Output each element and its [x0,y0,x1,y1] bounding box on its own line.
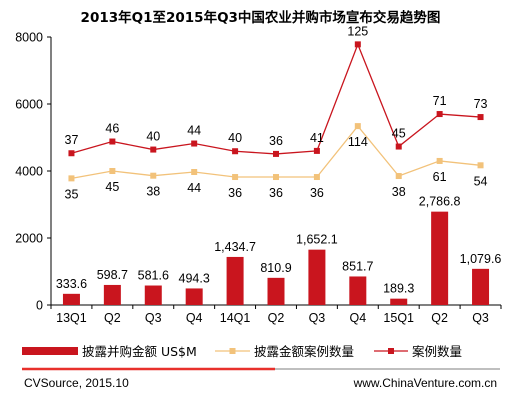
cases-marker [354,41,361,48]
amount-cases-value-label: 61 [433,170,447,184]
y-tick-label: 6000 [15,98,43,112]
cases-value-label: 41 [310,131,324,145]
amount-cases-marker [354,123,361,130]
cases-marker [191,140,198,147]
amount-cases-marker [395,173,402,180]
cases-value-label: 36 [269,134,283,148]
x-tick-label: 15Q1 [383,311,414,325]
amount-cases-marker [313,174,320,181]
amount-cases-value-label: 36 [269,186,283,200]
bar-value-label: 1,434.7 [214,240,256,254]
cases-value-label: 73 [474,97,488,111]
bar-value-label: 598.7 [97,268,128,282]
cases-value-label: 40 [228,131,242,145]
cases-marker [313,147,320,154]
x-tick-label: Q2 [104,311,121,325]
x-tick-label: Q4 [186,311,203,325]
cases-value-label: 46 [105,122,119,136]
amount-cases-marker [150,172,157,179]
bar [226,256,244,305]
amount-cases-value-label: 45 [105,180,119,194]
cases-value-label: 37 [65,133,79,147]
amount-cases-value-label: 35 [65,187,79,201]
cases-marker [232,148,239,155]
cases-marker [109,138,116,145]
bar-value-label: 581.6 [138,269,169,283]
bar-value-label: 189.3 [383,282,414,296]
cases-marker [68,150,75,157]
cases-marker [273,150,279,157]
cases-value-label: 40 [146,130,160,144]
amount-cases-value-label: 54 [474,174,488,188]
bar [62,293,80,305]
amount-cases-value-label: 38 [392,185,406,199]
cases-value-label: 45 [392,127,406,141]
bar [349,276,367,305]
x-tick-label: 14Q1 [220,311,251,325]
amount-cases-marker [109,168,116,174]
amount-cases-value-label: 44 [187,181,201,195]
x-tick-label: Q2 [431,311,448,325]
y-tick-label: 0 [36,299,43,313]
bar-value-label: 333.6 [56,277,87,291]
bar-value-label: 1,652.1 [296,233,338,247]
x-tick-label: Q4 [349,311,366,325]
amount-cases-marker [68,175,75,182]
y-tick-label: 8000 [15,31,43,45]
y-tick-label: 4000 [15,165,43,179]
bar-value-label: 1,079.6 [460,252,502,266]
amount-cases-value-label: 38 [146,185,160,199]
bar [308,249,326,305]
amount-cases-marker [436,157,443,164]
amount-cases-marker [477,162,484,169]
bar-value-label: 494.3 [179,271,210,285]
y-tick-label: 2000 [15,232,43,246]
legend-label-cases: 案例数量 [412,344,462,359]
x-tick-label: Q3 [145,311,162,325]
cases-marker [436,111,443,118]
bar [390,298,408,305]
legend-label-amount-cases: 披露金额案例数量 [254,344,354,359]
x-tick-label: Q3 [309,311,326,325]
cases-marker [395,143,402,150]
cases-marker [150,146,157,153]
cases-value-label: 71 [433,94,447,108]
bar [185,288,203,305]
site-url: www.ChinaVenture.com.cn [353,376,497,390]
legend-swatch-amount [22,347,78,355]
legend-marker-amount-cases [229,348,236,354]
cases-value-label: 44 [187,124,201,138]
amount-cases-value-label: 114 [348,135,368,149]
amount-cases-marker [232,174,239,181]
x-tick-label: 13Q1 [56,311,87,325]
bar-value-label: 810.9 [260,261,291,275]
bar-value-label: 2,786.8 [419,195,461,209]
legend-label-amount: 披露并购金额 US$M [82,344,197,359]
bar-value-label: 851.7 [342,259,373,273]
amount-cases-marker [273,174,279,181]
cases-marker [477,114,484,121]
legend-marker-cases [388,348,394,354]
chart-title: 2013年Q1至2015年Q3中国农业并购市场宣布交易趋势图 [80,10,441,26]
bar [103,284,121,305]
x-tick-label: Q3 [472,311,489,325]
bar [144,285,162,305]
cases-value-label: 125 [347,24,368,38]
amount-cases-value-label: 36 [310,186,324,200]
amount-cases-marker [191,169,198,176]
source-note: CVSource, 2015.10 [24,376,129,390]
x-tick-label: Q2 [268,311,285,325]
bar [431,211,449,305]
bar [267,277,285,305]
bar [472,268,490,305]
amount-cases-value-label: 36 [228,186,242,200]
